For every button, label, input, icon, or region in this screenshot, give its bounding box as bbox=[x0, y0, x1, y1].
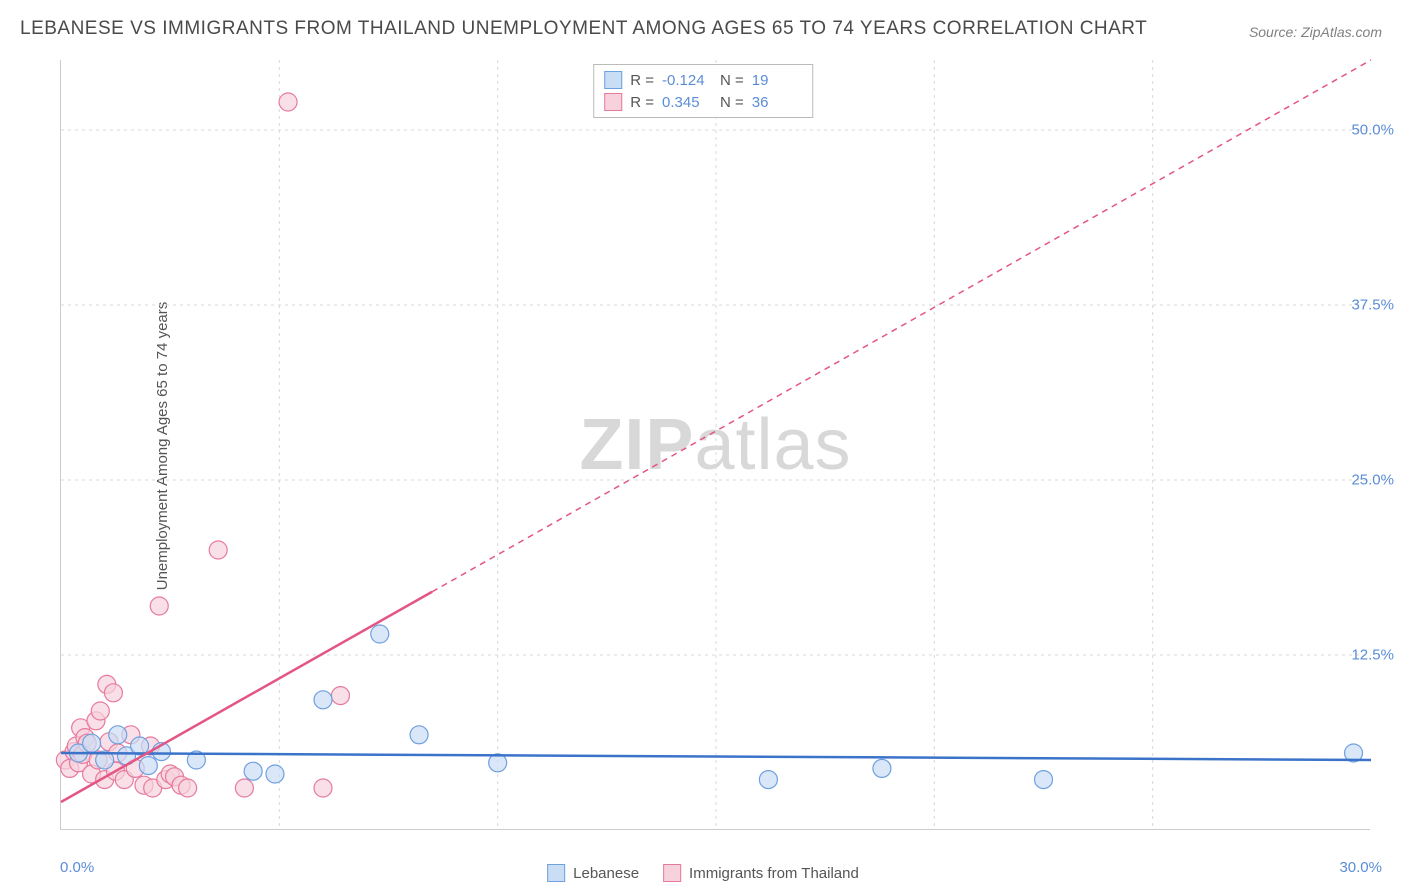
swatch-lebanese bbox=[604, 71, 622, 89]
plot-area: ZIPatlas bbox=[60, 60, 1370, 830]
n-value-thailand: 36 bbox=[752, 94, 802, 111]
y-tick: 12.5% bbox=[1351, 647, 1394, 664]
r-value-thailand: 0.345 bbox=[662, 94, 712, 111]
y-tick: 25.0% bbox=[1351, 472, 1394, 489]
legend-swatch-thailand bbox=[663, 864, 681, 882]
stats-row-thailand: R = 0.345 N = 36 bbox=[604, 91, 802, 113]
r-label: R = bbox=[630, 72, 654, 89]
stats-row-lebanese: R = -0.124 N = 19 bbox=[604, 69, 802, 91]
x-tick-max: 30.0% bbox=[1339, 859, 1382, 876]
swatch-thailand bbox=[604, 93, 622, 111]
legend-item-thailand: Immigrants from Thailand bbox=[663, 864, 859, 882]
y-tick: 50.0% bbox=[1351, 122, 1394, 139]
legend-swatch-lebanese bbox=[547, 864, 565, 882]
n-label: N = bbox=[720, 72, 744, 89]
stats-legend: R = -0.124 N = 19 R = 0.345 N = 36 bbox=[593, 64, 813, 118]
source-label: Source: ZipAtlas.com bbox=[1249, 24, 1382, 40]
legend-label-lebanese: Lebanese bbox=[573, 865, 639, 882]
legend-label-thailand: Immigrants from Thailand bbox=[689, 865, 859, 882]
n-label: N = bbox=[720, 94, 744, 111]
chart-title: LEBANESE VS IMMIGRANTS FROM THAILAND UNE… bbox=[20, 18, 1147, 40]
r-label: R = bbox=[630, 94, 654, 111]
scatter-chart bbox=[61, 60, 1371, 830]
n-value-lebanese: 19 bbox=[752, 72, 802, 89]
legend-item-lebanese: Lebanese bbox=[547, 864, 639, 882]
legend-bottom: Lebanese Immigrants from Thailand bbox=[547, 864, 859, 882]
y-tick: 37.5% bbox=[1351, 297, 1394, 314]
x-tick-min: 0.0% bbox=[60, 859, 94, 876]
r-value-lebanese: -0.124 bbox=[662, 72, 712, 89]
